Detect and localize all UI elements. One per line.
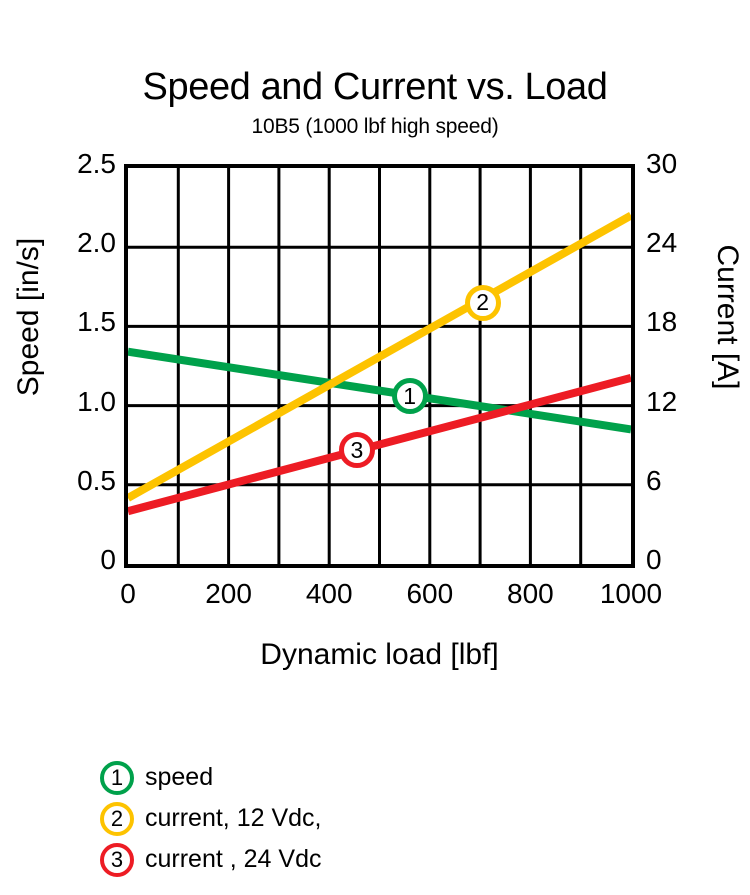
legend-badge-icon-3: 3 <box>100 842 134 877</box>
y-tick-left-0: 0 <box>100 544 116 575</box>
plot-area <box>124 164 635 568</box>
plot-svg <box>128 168 631 564</box>
y-tick-right-12: 12 <box>646 385 678 417</box>
chart-subtitle: 10B5 (1000 lbf high speed) <box>251 115 499 138</box>
legend-badge-icon-1: 1 <box>100 760 134 795</box>
x-tick-0: 0 <box>120 578 136 609</box>
series-line-2 <box>128 212 631 502</box>
series-marker-2: 2 <box>464 284 501 321</box>
legend-label-3: current , 24 Vdc <box>145 845 322 873</box>
y-tick-right-18: 18 <box>646 306 678 338</box>
y-axis-right-ticks: 0 6 12 18 24 30 <box>646 150 706 574</box>
y-tick-left-0.5: 0.5 <box>77 464 116 496</box>
y-tick-left-2.5: 2.5 <box>77 148 116 179</box>
x-tick-1000: 1000 <box>599 578 663 609</box>
series-line-3 <box>128 374 631 516</box>
x-axis-ticks: 0 200 400 600 800 1000 <box>120 578 662 616</box>
y-tick-right-30: 30 <box>646 148 678 179</box>
chart-title: Speed and Current vs. Load <box>142 66 608 108</box>
y-tick-left-1.5: 1.5 <box>77 306 116 338</box>
series-marker-3: 3 <box>338 432 375 469</box>
series-line-1 <box>128 347 631 434</box>
y-tick-right-6: 6 <box>646 464 662 496</box>
legend-label-2: current, 12 Vdc, <box>145 804 322 832</box>
legend-item-2: 2 current, 12 Vdc, <box>100 798 500 839</box>
legend-item-3: 3 current , 24 Vdc <box>100 839 500 880</box>
chart-legend: 1 speed 2 current, 12 Vdc, 3 current , 24 Vdc <box>100 757 500 880</box>
x-tick-600: 600 <box>406 578 454 609</box>
x-tick-200: 200 <box>205 578 252 609</box>
y-tick-right-0: 0 <box>646 544 662 575</box>
y-tick-right-24: 24 <box>646 227 678 259</box>
legend-item-1: 1 speed <box>100 757 500 798</box>
y-axis-left-label: Speed [in/s] <box>12 237 45 397</box>
x-axis-label: Dynamic load [lbf] <box>260 638 499 671</box>
x-tick-400: 400 <box>305 578 353 609</box>
y-axis-right-label: Current [A] <box>711 244 744 390</box>
legend-badge-icon-2: 2 <box>100 801 134 836</box>
y-tick-left-1.0: 1.0 <box>77 385 116 417</box>
series-marker-1: 1 <box>391 378 428 415</box>
y-axis-left-ticks: 0 0.5 1.0 1.5 2.0 2.5 <box>36 150 116 574</box>
y-tick-left-2.0: 2.0 <box>77 227 116 259</box>
x-tick-800: 800 <box>507 578 554 609</box>
legend-label-1: speed <box>145 763 214 791</box>
